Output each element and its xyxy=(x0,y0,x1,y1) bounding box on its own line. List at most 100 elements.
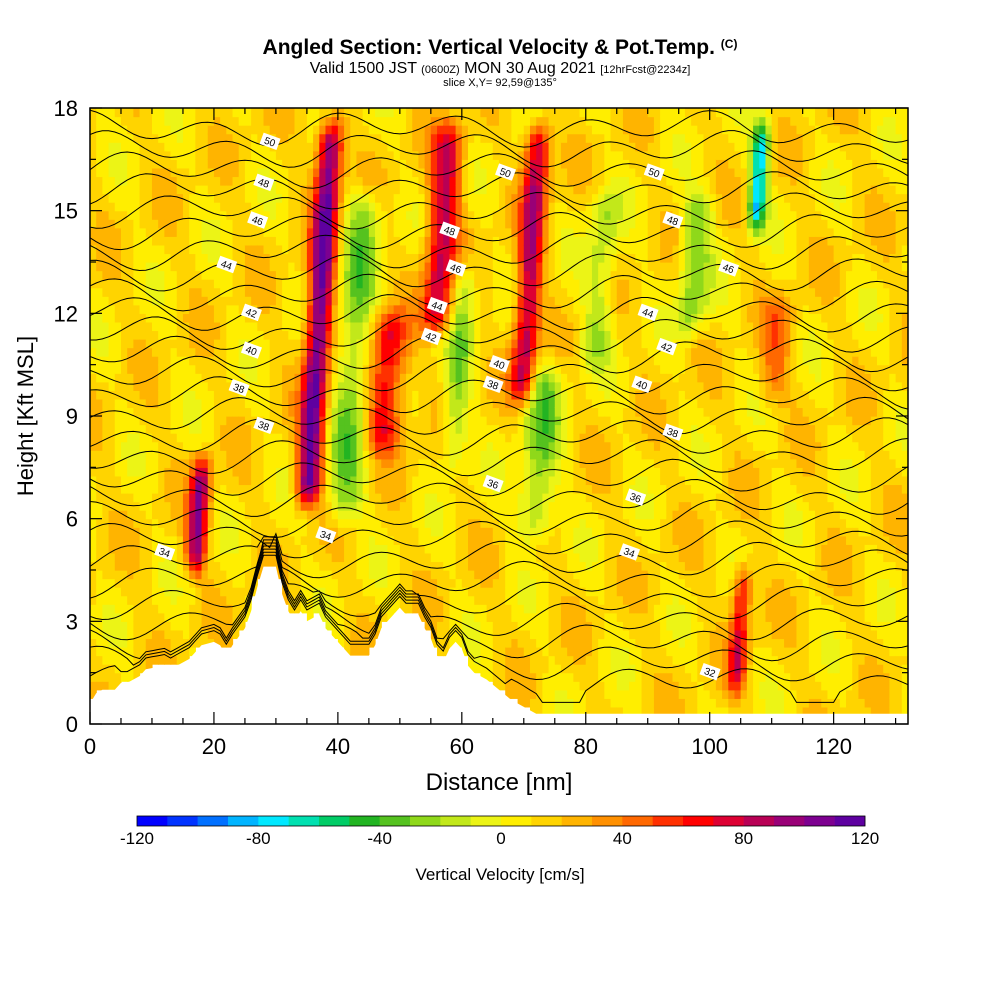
x-tick-label: 80 xyxy=(574,734,598,759)
isentrope-label: 38 xyxy=(228,378,250,397)
isentrope-label: 36 xyxy=(625,488,647,506)
isentrope-label: 50 xyxy=(495,163,517,181)
isentrope-line xyxy=(90,232,908,272)
valid-date: MON 30 Aug 2021 xyxy=(464,60,596,77)
colorbar-swatch xyxy=(804,816,835,826)
isentrope-line xyxy=(90,355,908,395)
isentrope-line xyxy=(90,314,908,353)
x-tick-label: 120 xyxy=(815,734,852,759)
isentrope-label: 50 xyxy=(643,163,665,181)
isentrope-label: 42 xyxy=(656,337,678,356)
colorbar-swatch xyxy=(288,816,320,826)
isentrope-line xyxy=(90,499,908,539)
colorbar-frame xyxy=(136,815,866,827)
isentrope-label: 44 xyxy=(637,303,659,322)
colorbar-swatch xyxy=(167,816,198,826)
colorbar-tick-label: -80 xyxy=(246,829,271,848)
isentrope-label: 38 xyxy=(482,375,504,393)
isentrope-line xyxy=(90,458,908,497)
colorbar: -120 -80 -40 0 40 80 120 Vertical Velocity [cm/… xyxy=(120,815,879,884)
colorbar-swatch xyxy=(319,816,350,826)
x-tick-label: 20 xyxy=(202,734,226,759)
colorbar-swatch xyxy=(470,816,502,826)
x-tick-label: 0 xyxy=(84,734,96,759)
colorbar-swatch xyxy=(774,816,805,826)
y-tick-label: 12 xyxy=(54,301,78,326)
colorbar-tick-label: 120 xyxy=(851,829,879,848)
isentrope-label: 34 xyxy=(154,543,176,561)
isentrope-label: 40 xyxy=(631,375,653,393)
colorbar-swatch xyxy=(561,816,593,826)
isentrope-line xyxy=(90,191,908,230)
isentrope-label: 34 xyxy=(315,526,337,544)
isentrope-line xyxy=(90,396,908,435)
isentrope-line xyxy=(90,551,908,682)
colorbar-label: Vertical Velocity [cm/s] xyxy=(415,865,584,884)
y-tick-label: 9 xyxy=(66,404,78,429)
colorbar-tick-label: 80 xyxy=(734,829,753,848)
colorbar-swatch xyxy=(258,816,289,826)
isentrope-label: 50 xyxy=(259,132,281,150)
isentrope-label: 38 xyxy=(662,423,684,441)
colorbar-swatch xyxy=(197,816,229,826)
isentrope-label: 40 xyxy=(488,355,510,373)
valid-time-utc: (0600Z) xyxy=(421,64,460,76)
colorbar-swatch xyxy=(501,816,532,826)
isentrope-line xyxy=(90,539,908,599)
isentrope-label: 38 xyxy=(253,416,275,435)
colorbar-tick-label: -120 xyxy=(120,829,154,848)
isentrope-line xyxy=(90,273,908,313)
slice-info: slice X,Y= 92,59@135° xyxy=(443,77,557,89)
colorbar-swatch xyxy=(228,816,259,826)
colorbar-swatch xyxy=(652,816,684,826)
isentrope-line xyxy=(90,130,908,168)
isentrope-label: 46 xyxy=(247,211,269,229)
colorbar-swatch xyxy=(440,816,471,826)
colorbar-swatch xyxy=(410,816,441,826)
x-tick-label: 100 xyxy=(691,734,728,759)
colorbar-swatch xyxy=(592,816,623,826)
isentrope-line xyxy=(90,536,908,579)
isentrope-label: 46 xyxy=(718,259,740,277)
isentrope-line xyxy=(90,211,908,251)
chart-title-tag: (C) xyxy=(720,37,738,51)
y-tick-label: 15 xyxy=(54,199,78,224)
valid-time: Valid 1500 JST xyxy=(309,60,417,77)
isentrope-line xyxy=(90,171,908,210)
colorbar-swatch xyxy=(743,816,775,826)
isentrope-line xyxy=(90,438,908,477)
y-tick-label: 18 xyxy=(54,96,78,121)
colorbar-swatch xyxy=(379,816,411,826)
isentrope-line xyxy=(90,150,908,189)
y-axis-label: Height [Kft MSL] xyxy=(13,336,38,496)
isentrope-line xyxy=(90,542,908,621)
isentrope-label: 46 xyxy=(445,259,467,277)
colorbar-swatch xyxy=(531,816,562,826)
isentrope-line xyxy=(90,548,908,662)
colorbar-swatch xyxy=(349,816,380,826)
isentrope-line xyxy=(90,545,908,641)
colorbar-tick-label: 40 xyxy=(613,829,632,848)
isentrope-line xyxy=(90,109,908,148)
terrain xyxy=(90,566,908,724)
colorbar-swatch xyxy=(683,816,714,826)
colorbar-swatch xyxy=(834,816,866,826)
colorbar-tick-label: 0 xyxy=(496,829,505,848)
chart-title-main: Angled Section: Vertical Velocity & Pot.… xyxy=(262,36,715,59)
chart-title: Angled Section: Vertical Velocity & Pot.… xyxy=(0,36,1000,60)
colorbar-tick-label: -40 xyxy=(367,829,392,848)
isentrope-label: 44 xyxy=(216,255,238,274)
y-tick-label: 6 xyxy=(66,507,78,532)
forecast-tag: [12hrFcst@2234z] xyxy=(600,64,691,76)
x-tick-label: 40 xyxy=(326,734,350,759)
isentrope-label: 34 xyxy=(618,543,640,561)
isentrope-line xyxy=(90,520,908,559)
x-axis-label: Distance [nm] xyxy=(426,769,573,796)
isentrope-label: 44 xyxy=(426,296,448,315)
colorbar-swatch xyxy=(137,816,168,826)
isentrope-line xyxy=(90,554,908,703)
colorbar-swatch xyxy=(713,816,744,826)
isentrope-label: 36 xyxy=(482,474,504,493)
